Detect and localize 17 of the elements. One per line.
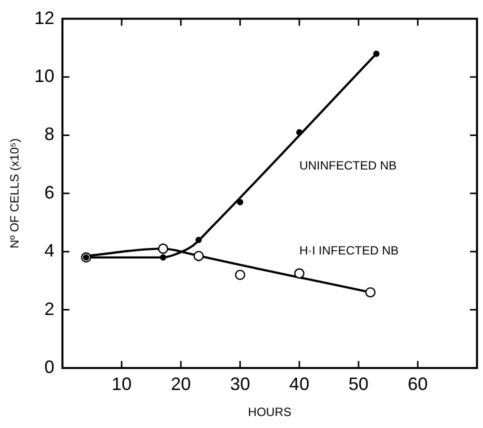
x-tick-label: 60 bbox=[408, 374, 428, 394]
y-tick-label: 4 bbox=[44, 240, 54, 261]
x-tick-label: 20 bbox=[170, 374, 191, 394]
x-tick-label: 10 bbox=[112, 374, 132, 394]
y-tick-label: 12 bbox=[34, 8, 54, 28]
x-tick-label: 50 bbox=[348, 374, 369, 394]
y-tick-label: 8 bbox=[44, 124, 54, 144]
series-label: UNINFECTED NB bbox=[299, 158, 397, 173]
series-label: H·I INFECTED NB bbox=[299, 244, 399, 258]
x-tick-label: 40 bbox=[289, 374, 310, 394]
y-tick-label: 0 bbox=[44, 356, 54, 377]
y-tick-label: 2 bbox=[44, 298, 54, 319]
x-tick-label: 30 bbox=[230, 374, 250, 394]
y-tick-label: 10 bbox=[34, 66, 54, 86]
y-axis-title: Nº OF CELLS (x10⁵) bbox=[8, 138, 22, 248]
y-tick-label: 6 bbox=[44, 182, 54, 202]
x-axis-title: HOURS bbox=[248, 405, 292, 420]
